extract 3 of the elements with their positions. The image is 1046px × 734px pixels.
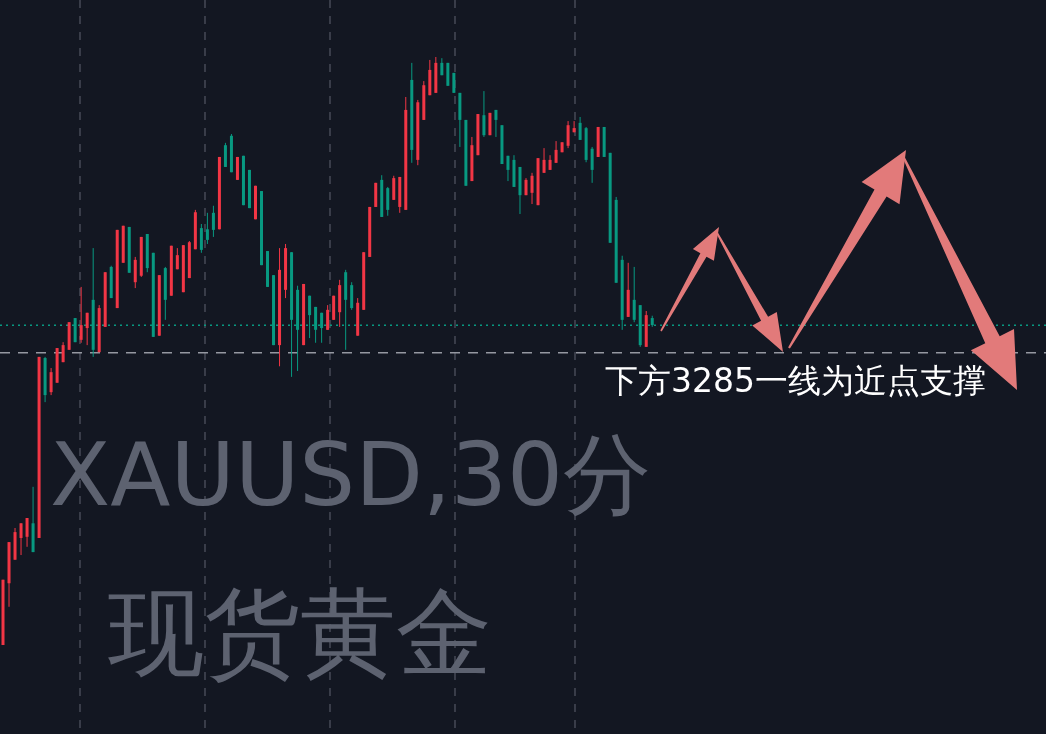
subtitle: 现货黄金	[108, 577, 492, 689]
title: XAUUSD,30分	[50, 423, 651, 526]
ref-line-label: 下方3285一线为近点支撑	[605, 360, 986, 400]
